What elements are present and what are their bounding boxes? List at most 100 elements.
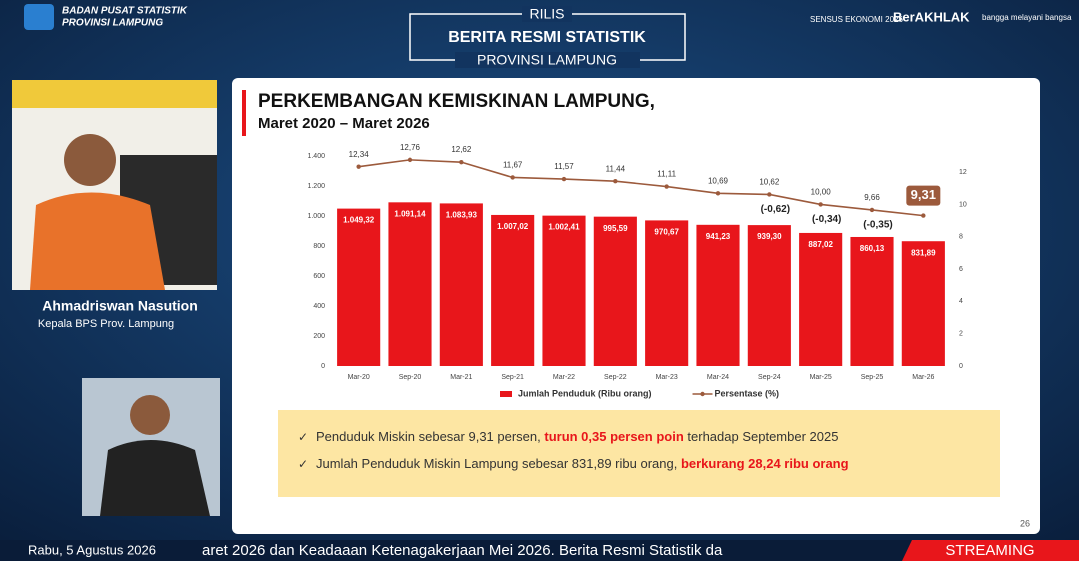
- line-point: [510, 175, 515, 180]
- x-tick-label: Sep-24: [758, 374, 781, 381]
- bar: [593, 216, 637, 366]
- y-tick-label: 0: [321, 363, 325, 370]
- bar: [491, 214, 535, 366]
- line-point: [664, 184, 669, 189]
- bar: [901, 241, 945, 366]
- bar: [645, 220, 689, 366]
- check-mark: ✓: [298, 457, 308, 471]
- line-value-label: 9,66: [864, 193, 880, 202]
- line-point: [407, 157, 413, 163]
- line-point: [921, 213, 926, 218]
- rilis-label: RILIS: [529, 6, 564, 22]
- logo-bangga: bangga melayani bangsa: [982, 13, 1072, 22]
- page-number: 26: [1020, 518, 1030, 528]
- line-value-label: 11,11: [657, 170, 676, 179]
- streaming-badge: [902, 540, 1079, 561]
- header: BADAN PUSAT STATISTIK PROVINSI LAMPUNG R…: [24, 4, 1072, 68]
- bar-value-label: 1.083,93: [446, 211, 478, 220]
- streaming-label: STREAMING: [945, 542, 1034, 559]
- line: [358, 159, 924, 217]
- bar-value-label: 1.091,14: [394, 209, 426, 218]
- line-value-label: 11,44: [606, 164, 626, 173]
- bar: [696, 224, 740, 366]
- footer-bar: [0, 540, 1079, 561]
- y2-tick-label: 10: [959, 201, 967, 208]
- bullet-text: Jumlah Penduduk Miskin Lampung sebesar 8…: [316, 456, 681, 471]
- rilis-gap: [522, 6, 572, 22]
- x-tick-label: Mar-26: [912, 374, 934, 381]
- x-tick-label: Mar-21: [450, 374, 472, 381]
- bar-value-label: 941,23: [706, 232, 731, 241]
- logo-sensus: SENSUS EKONOMI 2026: [810, 15, 903, 24]
- y-tick-label: 400: [313, 303, 325, 310]
- speaker-name: Ahmadriswan Nasution: [42, 298, 198, 314]
- x-tick-label: Sep-22: [604, 374, 627, 381]
- y-tick-label: 800: [313, 243, 325, 250]
- summary-bullet: Penduduk Miskin sebesar 9,31 persen, tur…: [316, 429, 838, 444]
- x-tick-label: Mar-22: [553, 374, 575, 381]
- speaker-panel: Ahmadriswan Nasution Kepala BPS Prov. La…: [12, 80, 220, 516]
- footer-date: Rabu, 5 Agustus 2026: [28, 542, 156, 557]
- line-value-label: 12,34: [349, 150, 370, 159]
- line-point: [767, 192, 772, 197]
- x-tick-label: Sep-25: [861, 374, 884, 381]
- logo-berakhlak: BerAKHLAK: [893, 9, 970, 24]
- title-accent: [242, 90, 246, 136]
- bar: [439, 203, 483, 366]
- annotation: (-0,62): [761, 204, 790, 215]
- bar: [542, 215, 586, 366]
- line-point: [869, 207, 875, 213]
- line-value-label: 10,69: [708, 176, 729, 185]
- legend-swatch: [500, 391, 512, 397]
- org-name: BADAN PUSAT STATISTIK: [62, 6, 188, 17]
- bar: [388, 202, 432, 366]
- y-tick-label: 200: [313, 333, 325, 340]
- bar: [747, 225, 791, 366]
- summary-box: [278, 410, 1000, 497]
- y-tick-label: 600: [313, 273, 325, 280]
- footer-ticker: aret 2026 dan Keadaaan Ketenagakerjaan M…: [202, 542, 723, 559]
- y-tick-label: 1.400: [307, 153, 325, 160]
- y2-tick-label: 6: [959, 266, 963, 273]
- chart-subtitle: Maret 2020 – Maret 2026: [258, 115, 430, 132]
- speaker-role: Kepala BPS Prov. Lampung: [38, 318, 174, 330]
- y-tick-label: 1.200: [307, 183, 325, 190]
- y2-tick-label: 4: [959, 298, 963, 305]
- line-point: [459, 159, 464, 165]
- bullet-tail: terhadap September 2025: [684, 429, 839, 444]
- plot: 0 200 400 600 800 1.000 1.200 1.400 0 2 4 6 8 10 12 Mar…: [307, 143, 966, 398]
- bar-value-label: 939,30: [757, 232, 782, 241]
- line-value-label: 10,00: [811, 188, 832, 197]
- y2-tick-label: 12: [959, 169, 967, 176]
- y2-tick-label: 2: [959, 331, 963, 338]
- chart-title: PERKEMBANGAN KEMISKINAN LAMPUNG,: [258, 91, 655, 112]
- line-point: [818, 202, 823, 207]
- bar-value-label: 887,02: [808, 240, 833, 249]
- x-tick-label: Mar-20: [348, 374, 370, 381]
- legend-label: Jumlah Penduduk (Ribu orang): [518, 388, 652, 398]
- bar: [337, 208, 381, 366]
- bullet-highlight: berkurang 28,24 ribu orang: [681, 456, 849, 471]
- x-tick-label: Mar-23: [656, 374, 678, 381]
- x-tick-label: Sep-21: [501, 374, 524, 381]
- bps-logo: [24, 4, 54, 30]
- line-value-label: 11,67: [503, 161, 523, 170]
- legend-label: Persentase (%): [715, 388, 780, 398]
- bar-value-label: 831,89: [911, 248, 936, 257]
- rilis-title: BERITA RESMI STATISTIK: [448, 29, 646, 46]
- x-tick-label: Mar-25: [810, 374, 832, 381]
- line-point: [613, 179, 618, 184]
- annotation: (-0,34): [812, 214, 841, 225]
- bar-value-label: 860,13: [860, 244, 885, 253]
- summary-bullet: Jumlah Penduduk Miskin Lampung sebesar 8…: [316, 456, 849, 471]
- check-mark: ✓: [298, 430, 308, 444]
- bar-value-label: 1.007,02: [497, 222, 529, 231]
- speaker-body: [30, 192, 165, 290]
- line-point: [715, 191, 721, 196]
- bar-value-label: 1.002,41: [548, 223, 580, 232]
- interpreter-body: [100, 440, 210, 516]
- line-point: [561, 176, 567, 182]
- rilis-gap: [455, 52, 640, 68]
- x-tick-label: Sep-20: [399, 374, 422, 381]
